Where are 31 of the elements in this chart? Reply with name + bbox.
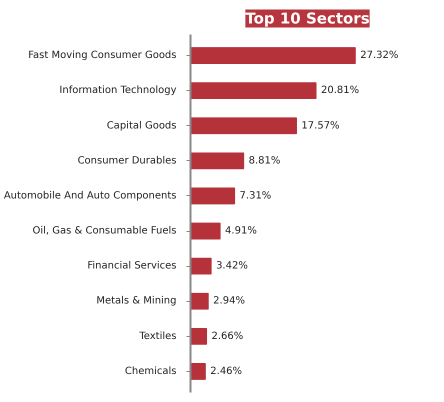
bar (190, 188, 236, 204)
data-label: 27.32% (360, 50, 398, 62)
bar (190, 47, 356, 64)
bar (190, 117, 297, 134)
data-label: 20.81% (320, 85, 360, 96)
data-label: 8.81% (248, 155, 280, 166)
data-label: 17.57% (301, 120, 340, 132)
data-label: 4.91% (225, 226, 257, 237)
bar (190, 152, 244, 170)
y-tick-label: Textiles (138, 330, 177, 342)
bar (190, 82, 317, 100)
bar (190, 363, 206, 380)
bar (190, 328, 208, 345)
data-label: 2.46% (210, 366, 242, 377)
y-tick-label: Metals & Mining (96, 296, 177, 307)
y-tick-label: Automobile And Auto Components (4, 190, 177, 202)
bar (190, 258, 212, 275)
bar (190, 222, 221, 240)
y-tick-label: Oil, Gas & Consumable Fuels (32, 226, 177, 237)
data-label: 2.66% (211, 330, 244, 342)
y-tick-label: Fast Moving Consumer Goods (28, 50, 177, 62)
chart-title: Top 10 Sectors (245, 10, 370, 28)
y-tick-label: Chemicals (124, 366, 177, 377)
y-tick-label: Financial Services (87, 260, 177, 272)
data-label: 7.31% (240, 190, 272, 202)
data-label: 3.42% (216, 260, 248, 272)
y-tick-label: Consumer Durables (78, 155, 176, 166)
y-tick-label: Capital Goods (106, 120, 177, 132)
bar (190, 292, 209, 310)
y-tick-label: Information Technology (59, 85, 177, 96)
data-label: 2.94% (213, 296, 245, 307)
